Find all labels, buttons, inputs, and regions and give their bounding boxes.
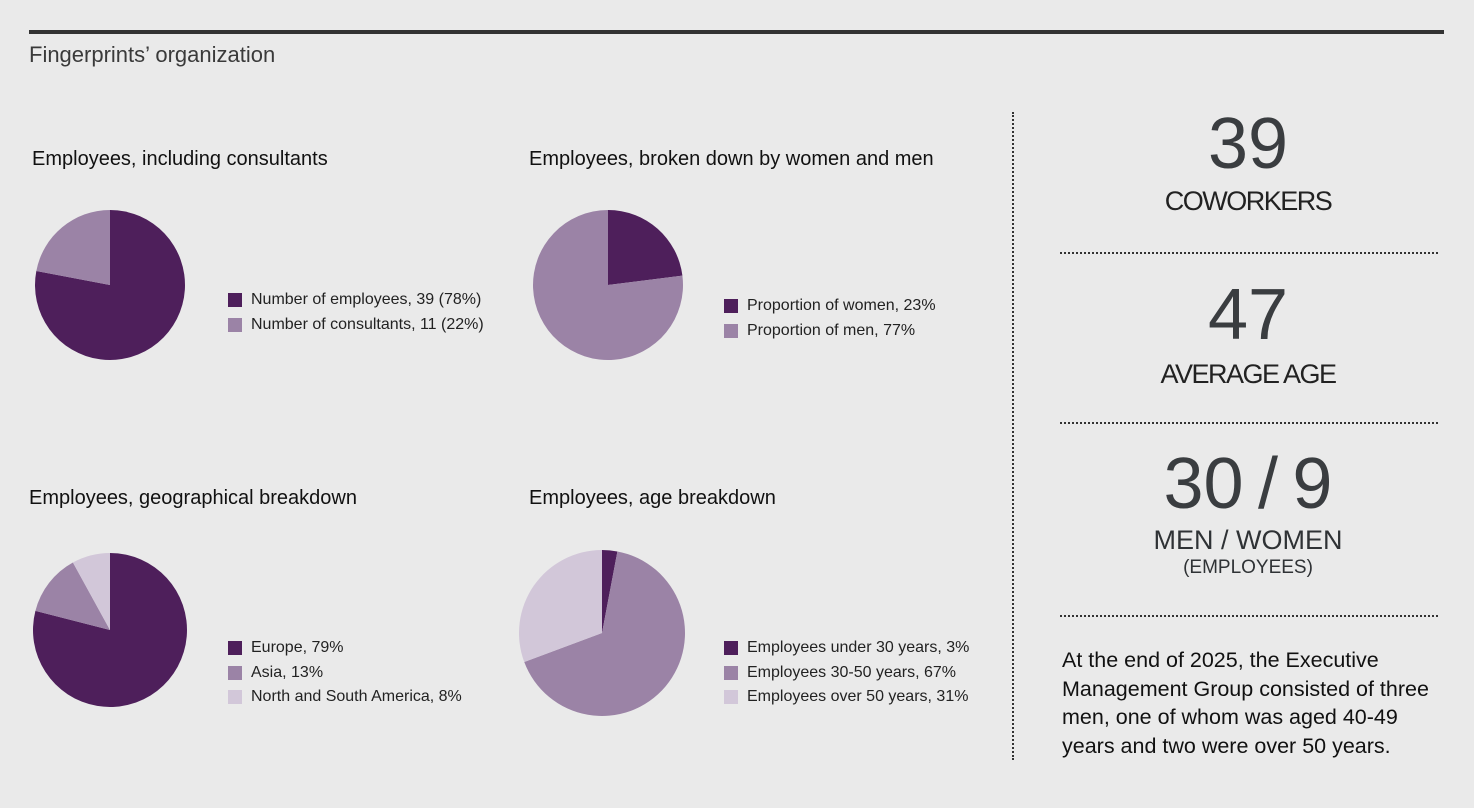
men-women-sublabel: (EMPLOYEES) [1183,557,1313,578]
management-note: At the end of 2025, the Executive Manage… [1062,648,1429,758]
stat-average-age: 47 AVERAGE AGE [1048,279,1448,389]
legend-label: Employees under 30 years, 3% [747,639,970,657]
pie-slice [602,550,618,633]
legend-item: Number of employees, 39 (78%) [228,288,484,313]
pie-slice [36,210,110,285]
pie-chart-consultants [34,210,185,360]
legend-swatch [228,690,242,705]
pie-slice [519,550,602,663]
legend-swatch [724,299,738,314]
legend-swatch [228,641,242,656]
pie-slice [608,210,683,285]
legend-consultants: Number of employees, 39 (78%) Number of c… [228,288,484,337]
legend-swatch [724,641,738,656]
divider-3 [1060,615,1438,617]
legend-label: Number of employees, 39 (78%) [251,291,482,309]
legend-swatch [724,665,738,680]
legend-swatch [228,293,242,308]
stat-men-women: 30 / 9 MEN / WOMEN (EMPLOYEES) [1048,448,1448,578]
vertical-divider [1012,112,1014,760]
average-age-value: 47 [1207,275,1289,355]
legend-item: Employees 30-50 years, 67% [724,661,969,686]
coworkers-label: COWORKERS [1164,186,1333,216]
pie-slice [524,551,685,716]
stat-coworkers: 39 COWORKERS [1048,108,1448,216]
chart-title-consultants: Employees, including consultants [32,148,328,170]
legend-label: Proportion of men, 77% [747,321,916,339]
men-women-label: MEN / WOMEN [1153,525,1343,555]
pie-slice [72,553,110,630]
divider-1 [1060,252,1438,254]
chart-title-age: Employees, age breakdown [529,487,776,509]
legend-label: Number of consultants, 11 (22%) [251,315,484,333]
legend-label: Employees over 50 years, 31% [747,688,969,706]
legend-label: Europe, 79% [251,639,344,657]
pie-chart-geography [33,553,187,707]
legend-item: Europe, 79% [228,636,462,661]
legend-geography: Europe, 79% Asia, 13% North and South Amer… [228,636,462,710]
coworkers-value: 39 [1207,104,1289,184]
average-age-label: AVERAGE AGE [1160,359,1337,389]
pie-chart-gender [533,210,683,360]
pie-chart-age [519,550,685,716]
legend-item: Employees over 50 years, 31% [724,685,969,710]
legend-swatch [724,323,738,338]
legend-item: Asia, 13% [228,661,462,686]
divider-2 [1060,422,1438,424]
chart-title-geography: Employees, geographical breakdown [29,487,357,509]
men-women-value: 30 / 9 [1163,444,1333,524]
legend-age: Employees under 30 years, 3% Employees 30… [724,636,969,710]
top-rule [29,30,1444,34]
pie-slice [34,210,185,360]
legend-swatch [724,690,738,705]
chart-title-gender: Employees, broken down by women and men [529,148,934,170]
legend-label: Employees 30-50 years, 67% [747,663,956,681]
legend-item: Employees under 30 years, 3% [724,636,969,661]
legend-item: Proportion of women, 23% [724,294,936,319]
legend-swatch [228,665,242,680]
legend-gender: Proportion of women, 23% Proportion of me… [724,294,936,343]
legend-swatch [228,317,242,332]
legend-item: Number of consultants, 11 (22%) [228,313,484,338]
legend-item: North and South America, 8% [228,685,462,710]
legend-item: Proportion of men, 77% [724,319,936,344]
pie-slice [533,210,683,360]
legend-label: North and South America, 8% [251,688,462,706]
legend-label: Asia, 13% [251,663,324,681]
legend-label: Proportion of women, 23% [747,297,936,315]
page-title: Fingerprints’ organization [29,42,276,67]
pie-slice [35,562,110,630]
